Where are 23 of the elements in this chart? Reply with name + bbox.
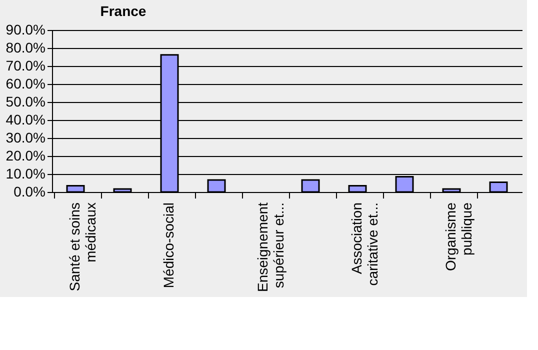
y-tick-label: 80.0%	[6, 40, 46, 56]
chart-title: France	[100, 3, 146, 19]
x-tick-label: Association caritative et...	[348, 202, 380, 286]
y-tick-label: 90.0%	[6, 22, 46, 38]
bar	[66, 184, 85, 193]
x-tick-label: Enseignement supérieur et...	[254, 202, 286, 292]
y-tick-label: 70.0%	[6, 58, 46, 74]
y-tick-label: 0.0%	[14, 184, 46, 200]
y-tick-label: 40.0%	[6, 112, 46, 128]
bar	[442, 188, 461, 193]
y-tick-label: 10.0%	[6, 166, 46, 182]
bar	[301, 179, 320, 193]
bar	[489, 182, 508, 193]
y-tick-label: 50.0%	[6, 94, 46, 110]
bar	[113, 188, 132, 193]
y-tick-label: 60.0%	[6, 76, 46, 92]
y-tick-label: 30.0%	[6, 130, 46, 146]
x-tick-label: Organisme publique	[442, 202, 474, 271]
x-tick-label: Santé et soins médicaux	[66, 202, 98, 292]
y-tick-label: 20.0%	[6, 148, 46, 164]
bar	[207, 179, 226, 193]
x-tick-label: Médico-social	[160, 202, 176, 288]
bar	[348, 184, 367, 193]
